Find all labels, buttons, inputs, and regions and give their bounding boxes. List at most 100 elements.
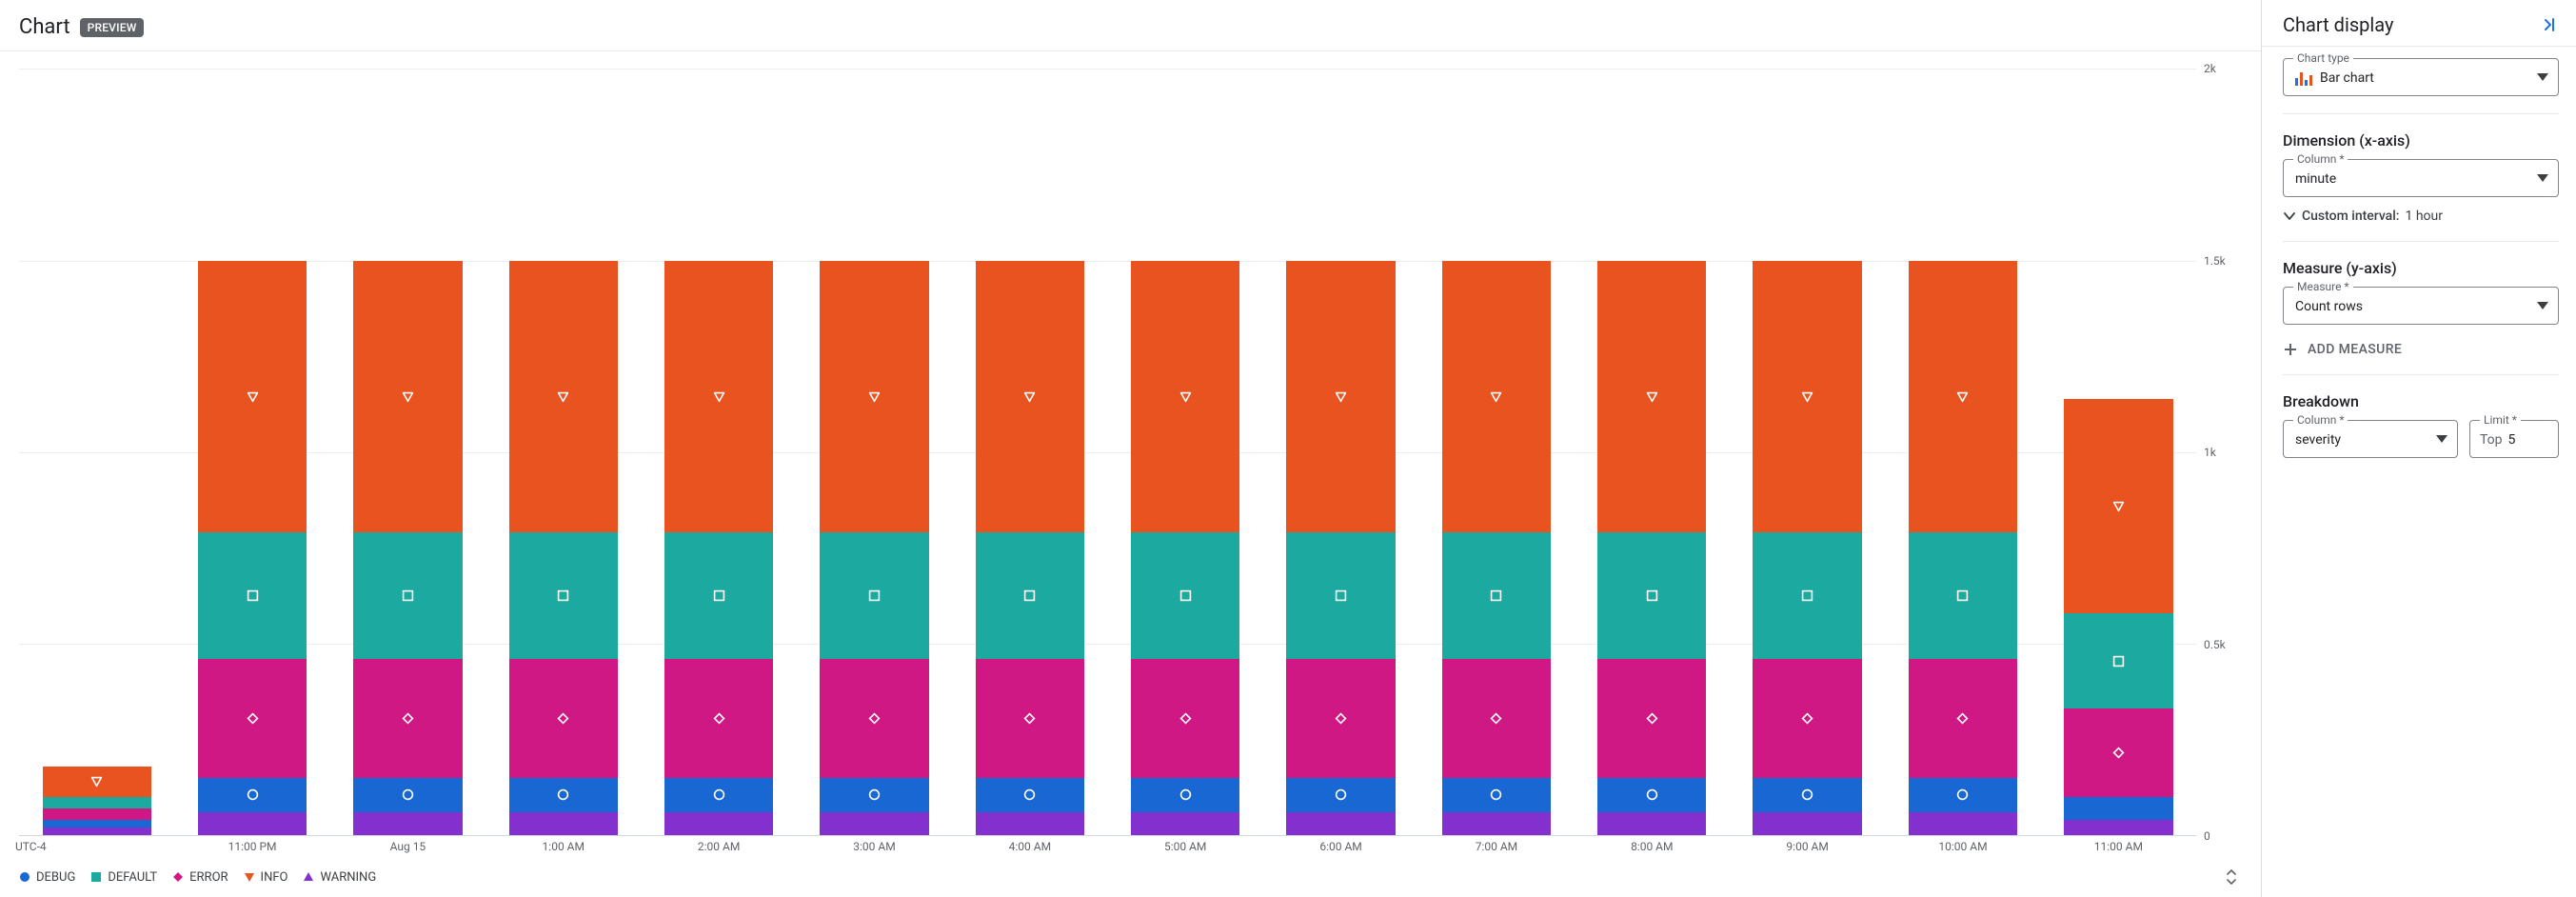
stacked-bar[interactable]	[2064, 399, 2172, 835]
bar-segment-warning[interactable]	[1909, 812, 2017, 835]
stacked-bar[interactable]	[1597, 261, 1706, 835]
bar-segment-error[interactable]	[1753, 659, 1861, 778]
bar-segment-debug[interactable]	[353, 778, 462, 812]
bar-segment-error[interactable]	[43, 808, 151, 820]
bar-segment-info[interactable]	[198, 261, 307, 532]
stacked-bar[interactable]	[664, 261, 773, 835]
legend-item-info[interactable]: INFO	[244, 870, 288, 885]
measure-select[interactable]: Measure * Count rows	[2283, 287, 2559, 325]
bar-segment-default[interactable]	[43, 797, 151, 808]
bar-segment-info[interactable]	[353, 261, 462, 532]
bar-segment-info[interactable]	[2064, 399, 2172, 613]
bar-segment-error[interactable]	[1442, 659, 1551, 778]
stacked-bar[interactable]	[198, 261, 307, 835]
stacked-bar[interactable]	[1753, 261, 1861, 835]
plot-area[interactable]	[19, 69, 2196, 836]
bar-segment-info[interactable]	[1131, 261, 1239, 532]
stacked-bar[interactable]	[1442, 261, 1551, 835]
bar-segment-error[interactable]	[976, 659, 1084, 778]
bar-segment-warning[interactable]	[1597, 812, 1706, 835]
bar-segment-debug[interactable]	[2064, 797, 2172, 820]
legend-item-default[interactable]: DEFAULT	[90, 870, 157, 885]
x-tick-label: Aug 15	[330, 840, 485, 853]
dimension-column-select[interactable]: Column * minute	[2283, 159, 2559, 197]
bar-segment-debug[interactable]	[820, 778, 928, 812]
bar-segment-default[interactable]	[820, 532, 928, 659]
bar-segment-warning[interactable]	[353, 812, 462, 835]
bar-segment-info[interactable]	[820, 261, 928, 532]
bar-segment-debug[interactable]	[1442, 778, 1551, 812]
bar-segment-info[interactable]	[976, 261, 1084, 532]
stacked-bar[interactable]	[353, 261, 462, 835]
bar-segment-error[interactable]	[509, 659, 618, 778]
bar-segment-info[interactable]	[664, 261, 773, 532]
bar-segment-debug[interactable]	[43, 820, 151, 827]
bar-segment-default[interactable]	[1909, 532, 2017, 659]
chart-type-select[interactable]: Chart type Bar chart	[2283, 58, 2559, 96]
bar-segment-default[interactable]	[2064, 613, 2172, 708]
collapse-panel-icon[interactable]	[2540, 15, 2559, 34]
add-measure-button[interactable]: ADD MEASURE	[2283, 342, 2559, 357]
bar-segment-default[interactable]	[1286, 532, 1395, 659]
bar-segment-debug[interactable]	[976, 778, 1084, 812]
bar-segment-debug[interactable]	[198, 778, 307, 812]
bar-segment-error[interactable]	[664, 659, 773, 778]
bar-segment-error[interactable]	[1909, 659, 2017, 778]
stacked-bar[interactable]	[1286, 261, 1395, 835]
bar-segment-debug[interactable]	[1131, 778, 1239, 812]
bar-segment-error[interactable]	[1131, 659, 1239, 778]
bar-segment-debug[interactable]	[664, 778, 773, 812]
bar-segment-default[interactable]	[1442, 532, 1551, 659]
bar-segment-error[interactable]	[1597, 659, 1706, 778]
bar-segment-info[interactable]	[509, 261, 618, 532]
bar-segment-warning[interactable]	[1753, 812, 1861, 835]
stacked-bar[interactable]	[509, 261, 618, 835]
bar-segment-warning[interactable]	[1286, 812, 1395, 835]
legend-item-debug[interactable]: DEBUG	[19, 870, 75, 885]
bar-segment-debug[interactable]	[509, 778, 618, 812]
bar-segment-error[interactable]	[1286, 659, 1395, 778]
stacked-bar[interactable]	[1131, 261, 1239, 835]
bar-segment-info[interactable]	[1753, 261, 1861, 532]
bar-segment-info[interactable]	[1442, 261, 1551, 532]
legend-item-warning[interactable]: WARNING	[303, 870, 376, 885]
bar-segment-info[interactable]	[1909, 261, 2017, 532]
bar-segment-warning[interactable]	[509, 812, 618, 835]
bar-segment-default[interactable]	[198, 532, 307, 659]
bar-segment-default[interactable]	[1753, 532, 1861, 659]
bar-segment-debug[interactable]	[1286, 778, 1395, 812]
custom-interval-toggle[interactable]: Custom interval: 1 hour	[2283, 209, 2559, 224]
bar-segment-info[interactable]	[1597, 261, 1706, 532]
bar-segment-info[interactable]	[1286, 261, 1395, 532]
bar-segment-default[interactable]	[1597, 532, 1706, 659]
bar-segment-warning[interactable]	[1442, 812, 1551, 835]
bar-segment-error[interactable]	[820, 659, 928, 778]
unfold-icon[interactable]	[2221, 865, 2242, 889]
bar-segment-debug[interactable]	[1909, 778, 2017, 812]
bar-segment-warning[interactable]	[198, 812, 307, 835]
bar-segment-default[interactable]	[1131, 532, 1239, 659]
bar-segment-default[interactable]	[664, 532, 773, 659]
stacked-bar[interactable]	[976, 261, 1084, 835]
bar-segment-warning[interactable]	[2064, 820, 2172, 835]
bar-segment-warning[interactable]	[820, 812, 928, 835]
bar-segment-error[interactable]	[2064, 708, 2172, 796]
stacked-bar[interactable]	[43, 767, 151, 835]
breakdown-limit-field[interactable]: Limit * Top 5	[2469, 420, 2559, 458]
legend-item-error[interactable]: ERROR	[172, 870, 228, 885]
bar-segment-error[interactable]	[198, 659, 307, 778]
stacked-bar[interactable]	[820, 261, 928, 835]
bar-segment-warning[interactable]	[43, 827, 151, 835]
bar-segment-error[interactable]	[353, 659, 462, 778]
stacked-bar[interactable]	[1909, 261, 2017, 835]
breakdown-column-select[interactable]: Column * severity	[2283, 420, 2458, 458]
bar-segment-debug[interactable]	[1753, 778, 1861, 812]
bar-segment-default[interactable]	[509, 532, 618, 659]
bar-segment-warning[interactable]	[976, 812, 1084, 835]
bar-segment-warning[interactable]	[664, 812, 773, 835]
bar-segment-default[interactable]	[976, 532, 1084, 659]
bar-segment-default[interactable]	[353, 532, 462, 659]
bar-segment-info[interactable]	[43, 767, 151, 797]
bar-segment-debug[interactable]	[1597, 778, 1706, 812]
bar-segment-warning[interactable]	[1131, 812, 1239, 835]
